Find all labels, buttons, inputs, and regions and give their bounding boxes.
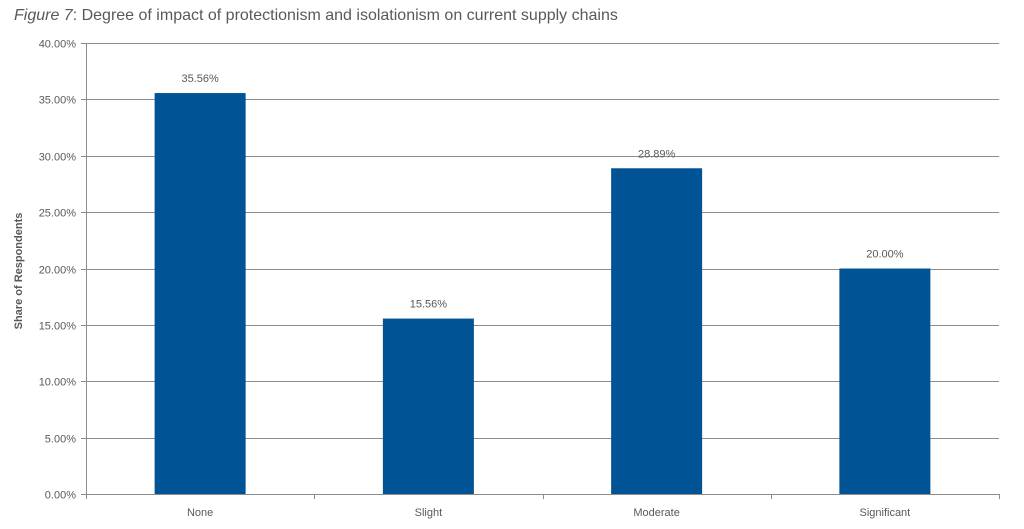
x-tick-label: Moderate [633, 507, 679, 519]
data-labels: 35.56% 15.56% 28.89% 20.00% [181, 73, 903, 311]
y-axis-tick-labels: 0.00% 5.00% 10.00% 15.00% 20.00% 25.00% 30.00%… [39, 39, 77, 502]
y-tick-label: 40.00% [39, 39, 77, 51]
y-tick-label: 15.00% [39, 321, 77, 333]
bar [382, 318, 474, 494]
y-tick-label: 30.00% [39, 152, 77, 164]
y-tick-label: 0.00% [45, 490, 76, 502]
y-tick-label: 25.00% [39, 208, 77, 220]
y-tick-label: 35.00% [39, 95, 77, 107]
x-tick-label: None [187, 507, 213, 519]
chart-title: Figure 7: Degree of impact of protection… [14, 7, 618, 25]
bar [154, 93, 246, 494]
data-label: 15.56% [410, 299, 448, 311]
bar [611, 168, 703, 494]
y-axis-label: Share of Respondents [13, 213, 25, 330]
data-label: 35.56% [181, 73, 219, 85]
figure-title-text: : Degree of impact of protectionism and … [72, 7, 618, 24]
bars [154, 93, 931, 494]
y-tick-label: 10.00% [39, 377, 77, 389]
x-tick-label: Slight [415, 507, 443, 519]
data-label: 28.89% [638, 148, 676, 160]
bar [839, 268, 931, 494]
figure-label: Figure 7 [14, 7, 73, 24]
x-axis-tick-labels: None Slight Moderate Significant [187, 507, 910, 519]
data-label: 20.00% [866, 249, 904, 261]
y-tick-label: 5.00% [45, 434, 76, 446]
y-tick-label: 20.00% [39, 265, 77, 277]
x-tick-label: Significant [859, 507, 910, 519]
axes [86, 43, 1000, 499]
